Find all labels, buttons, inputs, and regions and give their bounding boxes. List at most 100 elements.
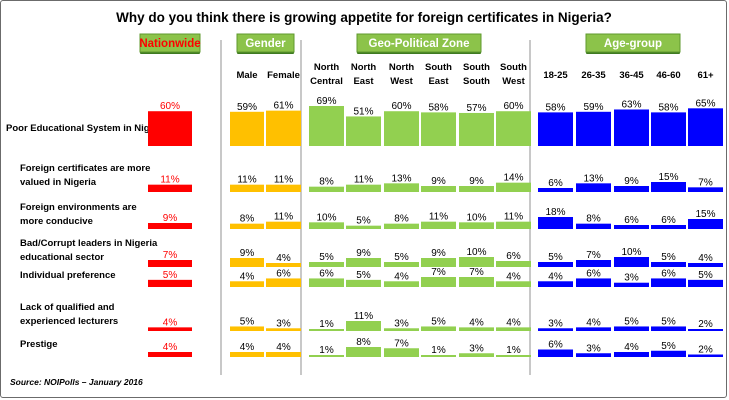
bar-gender-prestige bbox=[230, 352, 264, 357]
data-label: 4% bbox=[163, 317, 178, 328]
source-note: Source: NOIPolls – January 2016 bbox=[10, 377, 143, 387]
bar-age-group-prestige bbox=[538, 349, 573, 357]
data-label: 3% bbox=[624, 273, 639, 284]
bar-age-group-prestige bbox=[576, 353, 611, 357]
data-label: 11% bbox=[237, 175, 256, 186]
bar-age-group-foreign-certificates-are-more-valued-in-nigeria bbox=[614, 186, 649, 192]
bar-geo-political-zone-bad-corrupt-leaders-in-nigeria-educational-sector bbox=[421, 258, 456, 267]
data-label: 58% bbox=[428, 102, 448, 113]
bar-nationwide-foreign-certificates-are-more-valued-in-nigeria bbox=[148, 184, 192, 192]
bar-geo-political-zone-poor-educational-system-in-nigeria bbox=[421, 112, 456, 146]
data-label: 9% bbox=[240, 248, 255, 259]
data-label: 5% bbox=[624, 316, 639, 327]
data-label: 5% bbox=[661, 341, 676, 352]
category-label-lack-of-qualified-and-experienced-lecturers: experienced lecturers bbox=[20, 316, 118, 327]
category-label-lack-of-qualified-and-experienced-lecturers: Lack of qualified and bbox=[20, 302, 115, 313]
data-label: 4% bbox=[506, 317, 521, 328]
data-label: 5% bbox=[356, 216, 371, 227]
bar-age-group-bad-corrupt-leaders-in-nigeria-educational-sector bbox=[651, 262, 686, 267]
bar-age-group-foreign-environments-are-more-conducive bbox=[688, 219, 723, 229]
data-label: 5% bbox=[431, 316, 446, 327]
bar-geo-political-zone-foreign-certificates-are-more-valued-in-nigeria bbox=[421, 186, 456, 192]
column-label-north-west: West bbox=[390, 76, 413, 87]
data-label: 61% bbox=[273, 101, 293, 112]
data-label: 11% bbox=[354, 311, 373, 322]
data-label: 9% bbox=[163, 213, 178, 224]
data-label: 6% bbox=[661, 268, 676, 279]
data-label: 10% bbox=[466, 247, 486, 258]
data-label: 7% bbox=[394, 338, 409, 349]
bar-geo-political-zone-lack-of-qualified-and-experienced-lecturers bbox=[421, 326, 456, 331]
bar-geo-political-zone-bad-corrupt-leaders-in-nigeria-educational-sector bbox=[459, 257, 494, 267]
data-label: 5% bbox=[163, 270, 178, 281]
bar-geo-political-zone-poor-educational-system-in-nigeria bbox=[309, 106, 344, 146]
data-label: 15% bbox=[695, 209, 715, 220]
data-label: 5% bbox=[319, 252, 334, 263]
group-header-label-age-group: Age-group bbox=[604, 38, 662, 50]
data-label: 4% bbox=[240, 342, 255, 353]
data-label: 9% bbox=[469, 176, 484, 187]
bar-geo-political-zone-individual-preference bbox=[496, 281, 531, 287]
data-label: 6% bbox=[586, 268, 601, 279]
group-header-geo-political-zone bbox=[356, 33, 482, 53]
column-label-north-central: Central bbox=[310, 76, 343, 87]
data-label: 8% bbox=[356, 337, 371, 348]
group-header-label-nationwide: Nationwide bbox=[139, 38, 200, 50]
bar-gender-foreign-environments-are-more-conducive bbox=[230, 223, 264, 229]
bar-geo-political-zone-foreign-environments-are-more-conducive bbox=[459, 222, 494, 229]
bar-gender-foreign-certificates-are-more-valued-in-nigeria bbox=[230, 184, 264, 192]
bar-geo-political-zone-poor-educational-system-in-nigeria bbox=[346, 116, 381, 146]
column-label-46-60: 46-60 bbox=[656, 70, 680, 81]
data-label: 63% bbox=[621, 99, 641, 110]
bar-gender-bad-corrupt-leaders-in-nigeria-educational-sector bbox=[230, 258, 264, 267]
data-label: 3% bbox=[394, 318, 409, 329]
data-label: 14% bbox=[503, 173, 523, 184]
data-label: 9% bbox=[431, 248, 446, 259]
bar-age-group-individual-preference bbox=[538, 281, 573, 287]
bar-geo-political-zone-prestige bbox=[346, 347, 381, 357]
data-label: 4% bbox=[469, 317, 484, 328]
data-label: 7% bbox=[163, 250, 178, 261]
column-label-south-east: South bbox=[425, 62, 452, 73]
group-header-label-geo-political-zone: Geo-Political Zone bbox=[369, 38, 470, 50]
data-label: 11% bbox=[504, 212, 523, 223]
column-label-north-central: North bbox=[314, 62, 340, 73]
bar-nationwide-foreign-environments-are-more-conducive bbox=[148, 223, 192, 229]
category-label-poor-educational-system-in-nigeria: Poor Educational System in Nigeria bbox=[6, 123, 167, 134]
data-label: 5% bbox=[661, 316, 676, 327]
bar-age-group-lack-of-qualified-and-experienced-lecturers bbox=[614, 326, 649, 331]
data-label: 5% bbox=[548, 252, 563, 263]
bar-age-group-poor-educational-system-in-nigeria bbox=[688, 108, 723, 146]
bar-age-group-poor-educational-system-in-nigeria bbox=[576, 111, 611, 146]
data-label: 8% bbox=[240, 214, 255, 225]
category-label-bad-corrupt-leaders-in-nigeria-educational-sector: educational sector bbox=[20, 252, 104, 263]
data-label: 15% bbox=[658, 172, 678, 183]
data-label: 59% bbox=[583, 102, 603, 113]
bar-nationwide-individual-preference bbox=[148, 279, 192, 287]
column-label-north-east: East bbox=[353, 76, 374, 87]
column-label-north-west: North bbox=[389, 62, 415, 73]
column-label-26-35: 26-35 bbox=[581, 70, 606, 81]
bar-age-group-prestige bbox=[614, 352, 649, 357]
bar-geo-political-zone-foreign-certificates-are-more-valued-in-nigeria bbox=[496, 182, 531, 192]
column-label-south-west: West bbox=[502, 76, 525, 87]
data-label: 11% bbox=[274, 175, 293, 186]
bar-geo-political-zone-foreign-environments-are-more-conducive bbox=[421, 221, 456, 229]
data-label: 10% bbox=[466, 212, 486, 223]
bar-geo-political-zone-lack-of-qualified-and-experienced-lecturers bbox=[459, 327, 494, 331]
category-label-foreign-environments-are-more-conducive: more conducive bbox=[20, 216, 93, 227]
data-label: 3% bbox=[586, 343, 601, 354]
bar-age-group-poor-educational-system-in-nigeria bbox=[651, 112, 686, 146]
data-label: 1% bbox=[431, 345, 446, 356]
bar-geo-political-zone-poor-educational-system-in-nigeria bbox=[384, 111, 419, 146]
bar-geo-political-zone-poor-educational-system-in-nigeria bbox=[496, 111, 531, 146]
bar-geo-political-zone-foreign-certificates-are-more-valued-in-nigeria bbox=[459, 186, 494, 192]
bar-age-group-foreign-certificates-are-more-valued-in-nigeria bbox=[688, 187, 723, 192]
bar-geo-political-zone-individual-preference bbox=[459, 277, 494, 287]
bar-gender-prestige bbox=[266, 352, 301, 357]
data-label: 4% bbox=[240, 271, 255, 282]
bar-gender-lack-of-qualified-and-experienced-lecturers bbox=[230, 326, 264, 331]
bar-age-group-lack-of-qualified-and-experienced-lecturers bbox=[576, 327, 611, 331]
column-label-36-45: 36-45 bbox=[619, 70, 644, 81]
